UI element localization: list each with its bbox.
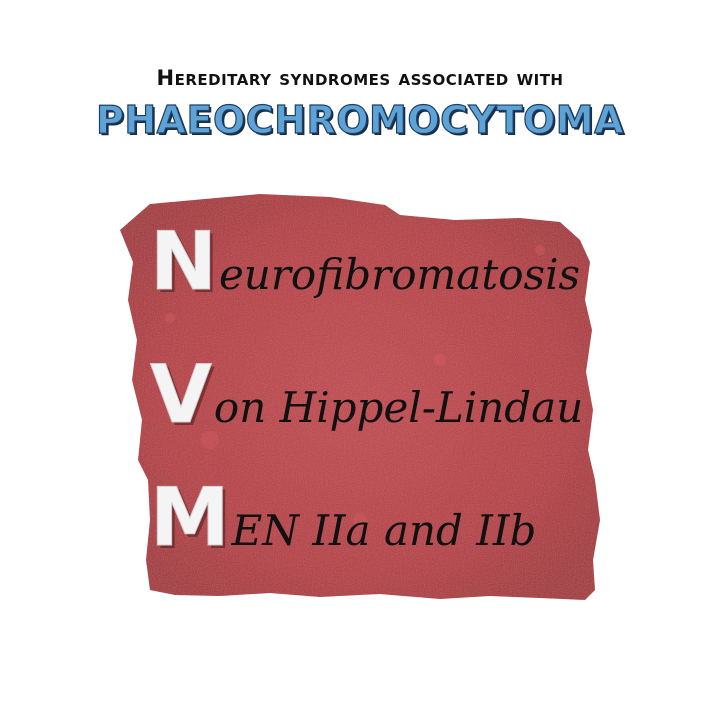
paint-spot — [353, 513, 367, 527]
initial-letter: M — [150, 471, 231, 564]
syndrome-name: eurofibromatosis — [218, 250, 581, 299]
header-subtitle: Hereditary syndromes associated with — [156, 66, 564, 90]
paint-spot — [434, 354, 446, 366]
syndrome-name: on Hippel-Lindau — [213, 383, 584, 432]
header-title: PHAEOCHROMOCYTOMA — [95, 97, 625, 142]
mnemonic-row-m: MEN IIa and IIb — [150, 471, 537, 564]
paint-spot — [201, 431, 219, 449]
red-paper-shape — [120, 194, 600, 600]
mnemonic-row-v: Von Hippel-Lindau — [150, 348, 584, 441]
initial-letter: V — [150, 348, 213, 441]
paint-spot — [165, 313, 175, 323]
mnemonic-row-n: Neurofibromatosis — [150, 215, 581, 308]
paint-spot — [535, 245, 545, 255]
initial-letter: N — [150, 215, 218, 308]
syndrome-name: EN IIa and IIb — [231, 506, 537, 555]
